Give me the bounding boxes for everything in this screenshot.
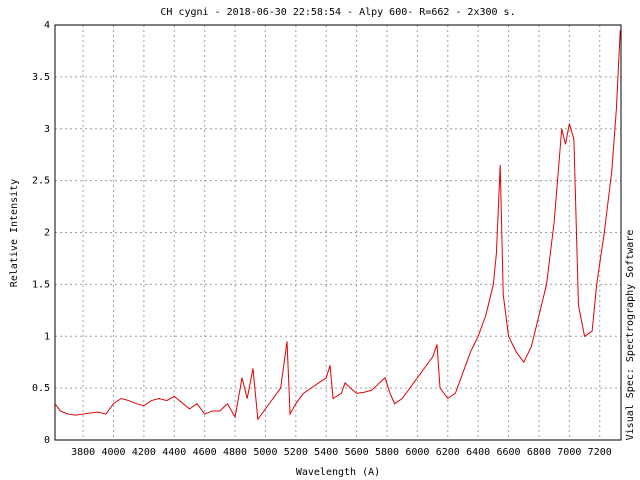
x-tick-label: 6000 — [405, 447, 429, 458]
x-tick-label: 5600 — [345, 447, 369, 458]
x-tick-label: 4200 — [132, 447, 156, 458]
y-tick-label: 3 — [44, 124, 50, 135]
y-tick-label: 4 — [44, 20, 50, 31]
x-tick-label: 4000 — [101, 447, 125, 458]
x-tick-label: 7000 — [557, 447, 581, 458]
y-tick-label: 2.5 — [32, 176, 50, 187]
spectrum-line — [54, 30, 621, 421]
x-tick-label: 4800 — [223, 447, 247, 458]
y-tick-label: 3.5 — [32, 72, 50, 83]
x-tick-label: 4400 — [162, 447, 186, 458]
plot-frame — [54, 24, 622, 441]
y-tick-label: 0.5 — [32, 383, 50, 394]
y-tick-label: 1.5 — [32, 279, 50, 290]
y-axis-label: Relative Intensity — [9, 179, 20, 287]
chart-title: CH cygni - 2018-06-30 22:58:54 - Alpy 60… — [160, 7, 515, 18]
x-tick-label: 6800 — [527, 447, 551, 458]
x-tick-label: 4600 — [193, 447, 217, 458]
x-tick-label: 6400 — [466, 447, 490, 458]
x-tick-label: 3800 — [71, 447, 95, 458]
x-tick-label: 7200 — [588, 447, 612, 458]
y-tick-label: 0 — [44, 435, 50, 446]
side-text: Visual Spec: Spectrography Software — [625, 230, 636, 441]
x-tick-label: 5400 — [314, 447, 338, 458]
x-tick-label: 6600 — [497, 447, 521, 458]
x-tick-label: 5200 — [284, 447, 308, 458]
y-tick-label: 2 — [44, 228, 50, 239]
x-tick-label: 6200 — [436, 447, 460, 458]
x-tick-label: 5000 — [253, 447, 277, 458]
x-axis-label: Wavelength (A) — [296, 467, 380, 478]
x-tick-label: 5800 — [375, 447, 399, 458]
y-tick-label: 1 — [44, 331, 50, 342]
